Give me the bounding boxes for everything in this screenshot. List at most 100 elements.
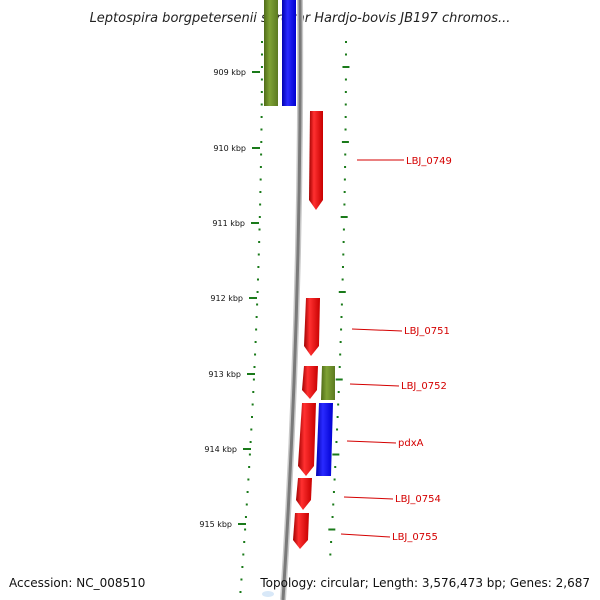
gene-label-lbj-0755[interactable]: LBJ_0755 <box>392 532 438 543</box>
ruler-dot <box>342 241 345 243</box>
ruler-dot <box>259 203 262 206</box>
cds-feature-green[interactable] <box>321 366 335 400</box>
ruler-dot <box>340 316 343 318</box>
ruler-dot <box>239 591 242 593</box>
ruler-dot <box>258 228 261 231</box>
ruler-tick-label: 914 kbp <box>204 445 237 454</box>
ruler-dot <box>251 403 254 406</box>
ruler-dot <box>343 191 346 193</box>
ruler-dot <box>342 66 350 68</box>
ruler-dot <box>260 153 263 156</box>
ruler-dot <box>340 303 343 306</box>
ruler-dot <box>335 441 338 443</box>
gene-label-lbj-0751[interactable]: LBJ_0751 <box>404 326 450 337</box>
ruler-dot <box>260 91 263 93</box>
ruler-dot <box>258 216 261 218</box>
ruler-dot <box>257 253 260 256</box>
ruler-dot <box>260 128 263 131</box>
ruler-dot <box>260 78 263 81</box>
gene-lbj-0751[interactable]: LBJ_0751 <box>304 298 450 356</box>
ruler-dot <box>343 178 346 181</box>
ruler-dot <box>244 528 247 531</box>
ruler-dot <box>336 428 339 431</box>
chromosome-backbone-core <box>281 0 302 600</box>
position-ruler: 909 kbp 910 kbp 911 kbp 912 kbp 913 kbp 914 k… <box>199 68 260 529</box>
gene-lbj-0749[interactable]: LBJ_0749 <box>309 111 452 210</box>
ruler-dot <box>340 328 343 331</box>
ruler-dot <box>249 441 252 443</box>
ruler-dot <box>241 566 244 568</box>
ruler-dot <box>342 228 345 231</box>
ruler-dot <box>252 378 255 381</box>
ruler-dot <box>339 341 342 343</box>
ruler-dot <box>334 466 337 468</box>
ruler-tick-label: 909 kbp <box>213 68 246 77</box>
ruler-dot <box>339 353 342 356</box>
genome-summary-text: Topology: circular; Length: 3,576,473 bp… <box>259 576 590 590</box>
ruler-dot <box>344 53 347 56</box>
ruler-dot <box>258 241 261 243</box>
gene-label-lbj-0754[interactable]: LBJ_0754 <box>395 494 441 505</box>
ruler-dot <box>344 91 347 93</box>
gene-label-pdxa[interactable]: pdxA <box>398 438 424 449</box>
cds-feature-green[interactable] <box>264 0 278 106</box>
gene-pdxa[interactable]: pdxA <box>298 403 424 476</box>
gene-lbj-0754[interactable]: LBJ_0754 <box>296 478 441 510</box>
ruler-dot <box>248 466 251 468</box>
ruler-dot <box>344 153 347 156</box>
gene-label-lbj-0749[interactable]: LBJ_0749 <box>406 156 452 167</box>
ruler-dot <box>240 578 243 581</box>
ruler-dot <box>344 166 347 168</box>
ruler-dot <box>332 491 335 493</box>
ruler-dot <box>343 203 346 206</box>
ruler-dot <box>260 103 263 106</box>
ruler-dot <box>337 403 340 406</box>
ruler-dot <box>332 453 340 456</box>
ruler-dot <box>338 291 346 293</box>
ruler-dot <box>329 553 332 556</box>
ruler-dot <box>341 266 344 268</box>
ruler-dot <box>259 166 262 168</box>
gene-lbj-0752[interactable]: LBJ_0752 <box>302 366 447 399</box>
ruler-dot <box>341 278 344 281</box>
ruler-dot <box>331 516 334 518</box>
ruler-dot <box>246 491 249 493</box>
ruler-dot <box>255 316 258 318</box>
ruler-dot <box>250 416 253 418</box>
ruler-dot <box>345 41 347 43</box>
ruler-dot <box>260 116 263 118</box>
inner-dotted-guide <box>239 41 263 593</box>
accession-text: Accession: NC_008510 <box>9 576 145 590</box>
backbone-fragment <box>262 591 274 597</box>
ruler-tick-label: 911 kbp <box>212 219 245 228</box>
cds-feature-blue[interactable] <box>316 403 333 476</box>
ruler-dot <box>256 278 259 281</box>
ruler-dot <box>337 391 340 393</box>
ruler-dot <box>341 141 349 143</box>
ruler-tick-label: 913 kbp <box>208 370 241 379</box>
ruler-dot <box>247 478 250 481</box>
ruler-dot <box>259 178 262 181</box>
gene-label-lbj-0752[interactable]: LBJ_0752 <box>401 381 447 392</box>
ruler-dot <box>344 128 347 131</box>
ruler-dot <box>260 66 263 68</box>
ruler-dot <box>252 391 255 393</box>
ruler-dot <box>340 216 348 218</box>
ruler-dot <box>330 541 333 543</box>
cds-feature-blue[interactable] <box>282 0 296 106</box>
ruler-dot <box>344 78 347 81</box>
ruler-dot <box>332 503 335 506</box>
ruler-tick-label: 912 kbp <box>210 294 243 303</box>
ruler-tick-label: 915 kbp <box>199 520 232 529</box>
gene-lbj-0755[interactable]: LBJ_0755 <box>293 513 438 549</box>
ruler-dot <box>255 328 258 331</box>
ruler-tick-label: 910 kbp <box>213 144 246 153</box>
ruler-dot <box>243 541 246 543</box>
ruler-dot <box>328 528 336 531</box>
ruler-dot <box>245 503 248 506</box>
ruler-dot <box>242 553 245 556</box>
ruler-dot <box>333 478 336 481</box>
ruler-dot <box>261 41 263 43</box>
ruler-dot <box>253 366 256 368</box>
